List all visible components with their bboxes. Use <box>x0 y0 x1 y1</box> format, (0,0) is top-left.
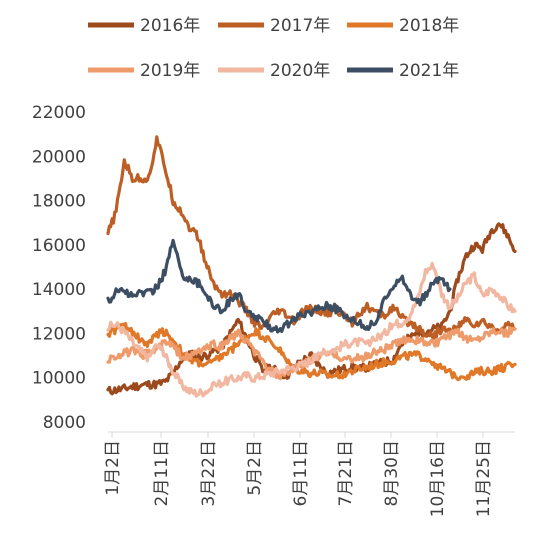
y-tick-label: 12000 <box>32 324 86 344</box>
legend-label: 2018年 <box>399 16 459 36</box>
legend-label: 2016年 <box>140 16 200 36</box>
y-tick-label: 22000 <box>32 103 86 123</box>
y-tick-label: 10000 <box>32 369 86 389</box>
x-tick-label: 3月22日 <box>199 440 219 506</box>
x-tick-label: 5月2日 <box>245 440 265 496</box>
y-tick-label: 16000 <box>32 236 86 256</box>
series-line-2017年 <box>106 135 517 340</box>
x-tick-label: 10月16日 <box>428 440 448 517</box>
x-tick-label: 7月21日 <box>336 440 356 506</box>
series-line-2018年 <box>106 321 517 382</box>
y-tick-label: 20000 <box>32 147 86 167</box>
plot-area <box>106 135 517 398</box>
series-line-2021年 <box>106 238 452 334</box>
x-axis: 1月2日 2月11日 3月22日 5月2日 6月11日 7月21日 8月30日 10月16日 1… <box>103 431 515 517</box>
legend: 2016年 2017年 2018年 2019年 2020年 2021年 <box>88 16 459 81</box>
y-tick-label: 18000 <box>32 192 86 212</box>
legend-label: 2019年 <box>140 61 200 81</box>
x-tick-label: 1月2日 <box>103 440 123 496</box>
y-tick-label: 8000 <box>43 413 86 433</box>
x-tick-label: 6月11日 <box>291 440 311 506</box>
x-tick-label: 8月30日 <box>382 440 402 506</box>
legend-label: 2021年 <box>399 61 459 81</box>
x-tick-label: 11月25日 <box>474 440 494 517</box>
series-line-2020年 <box>106 261 517 398</box>
legend-label: 2020年 <box>270 61 330 81</box>
y-tick-label: 14000 <box>32 280 86 300</box>
x-tick-label: 2月11日 <box>152 440 172 506</box>
y-axis: 8000 10000 12000 14000 16000 18000 20000 22000 <box>32 103 86 433</box>
series-line-2016年 <box>106 222 517 396</box>
legend-label: 2017年 <box>270 16 330 36</box>
